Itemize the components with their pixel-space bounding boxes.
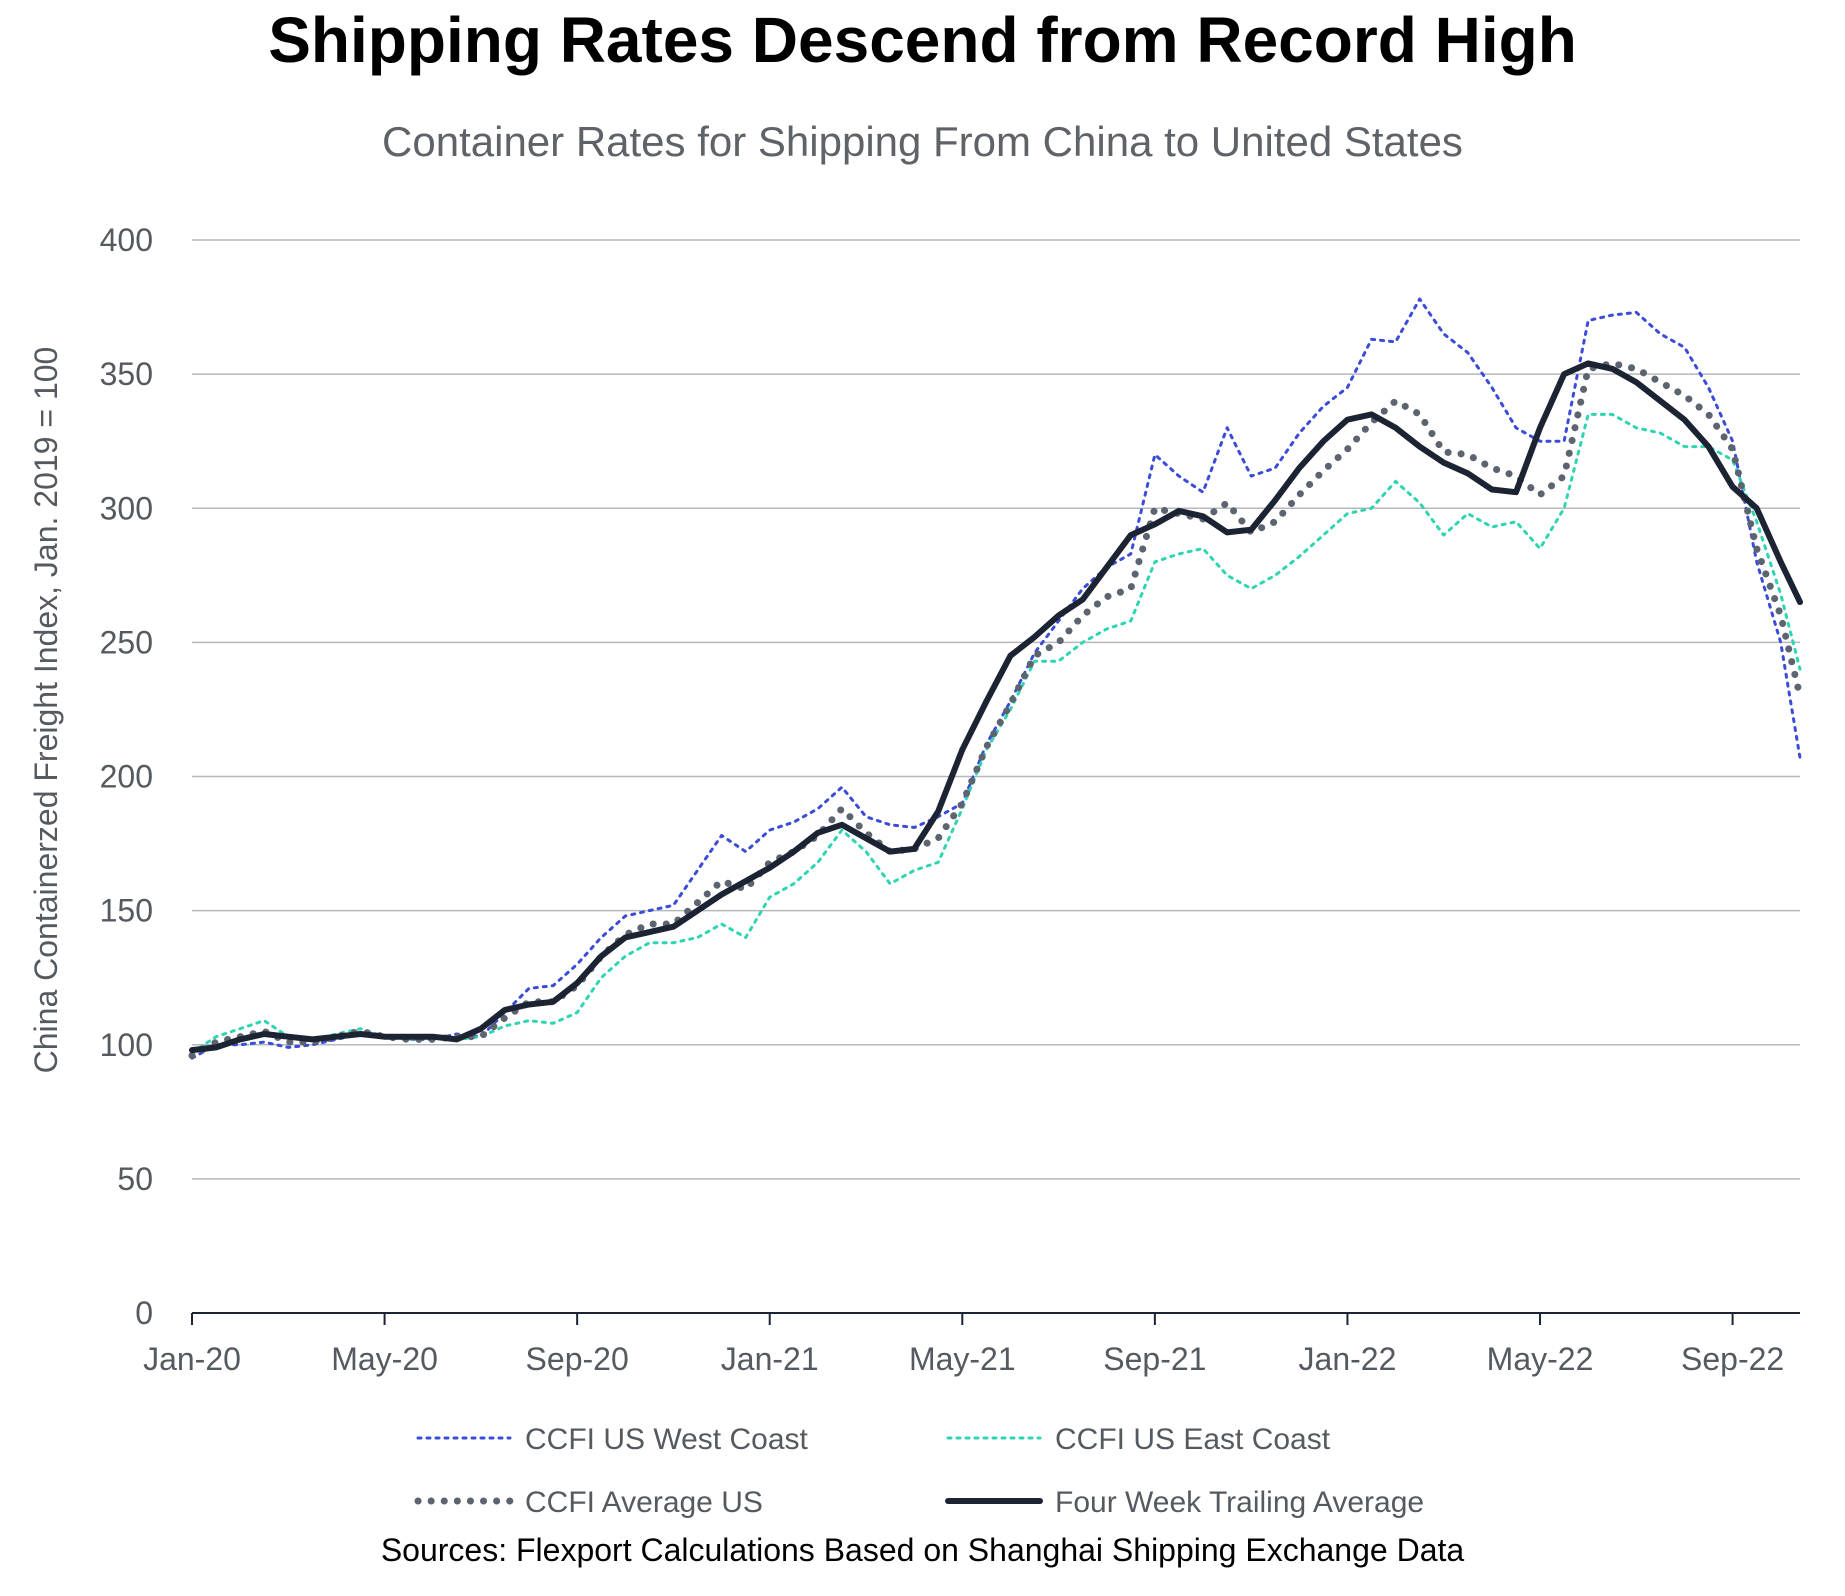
series-line-four-week-trailing-average (189, 360, 1803, 1054)
y-tick-label: 150 (100, 893, 153, 929)
legend-item: CCFI US West Coast (416, 1423, 808, 1456)
legend-label: Four Week Trailing Average (1055, 1486, 1424, 1519)
y-axis-ticks: 0 50 100 150 200 250 300 350 400 (100, 222, 153, 1331)
chart-source: Sources: Flexport Calculations Based on … (380, 1532, 1465, 1568)
gridlines (192, 239, 1800, 1180)
x-tick-label: Jan-22 (1299, 1341, 1397, 1377)
y-tick-label: 200 (100, 759, 153, 795)
series-line-ccfi-average-us (188, 359, 1804, 1059)
y-tick-label: 0 (135, 1295, 153, 1331)
x-tick-label: Sep-22 (1681, 1341, 1784, 1377)
legend-label: CCFI US East Coast (1055, 1423, 1331, 1456)
x-tick-label: May-21 (909, 1341, 1016, 1377)
x-tick-label: Jan-21 (721, 1341, 819, 1377)
y-tick-label: 50 (117, 1161, 153, 1197)
legend-item: CCFI Average US (414, 1486, 763, 1519)
series-lines (188, 297, 1804, 1060)
legend-label: CCFI US West Coast (525, 1423, 808, 1456)
legend-item: Four Week Trailing Average (945, 1486, 1424, 1519)
y-tick-label: 300 (100, 490, 153, 526)
legend: CCFI US West Coast CCFI US East Coast CCFI… (414, 1423, 1424, 1519)
legend-label: CCFI Average US (525, 1486, 763, 1519)
x-tick-label: Sep-21 (1103, 1341, 1206, 1377)
x-tick-label: Jan-20 (143, 1341, 241, 1377)
y-tick-label: 250 (100, 624, 153, 660)
series-line-ccfi-us-east-coast (190, 412, 1802, 1055)
y-axis-title: China Containerzed Freight Index, Jan. 2… (28, 347, 64, 1074)
y-tick-label: 100 (100, 1027, 153, 1063)
y-tick-label: 350 (100, 356, 153, 392)
x-tick-label: Sep-20 (526, 1341, 629, 1377)
chart-title: Shipping Rates Descend from Record High (268, 4, 1577, 76)
x-axis: Jan-20 May-20 Sep-20 Jan-21 May-21 Sep-21 Jan-… (143, 1312, 1800, 1377)
chart-subtitle: Container Rates for Shipping From China … (382, 118, 1463, 165)
legend-item: CCFI US East Coast (946, 1423, 1331, 1456)
x-tick-label: May-22 (1487, 1341, 1594, 1377)
y-tick-label: 400 (100, 222, 153, 258)
x-tick-label: May-20 (331, 1341, 438, 1377)
